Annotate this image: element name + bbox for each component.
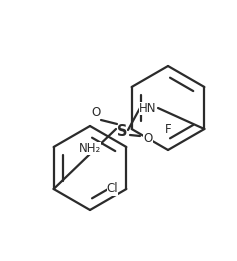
Text: HN: HN [139, 102, 157, 115]
Text: Cl: Cl [107, 182, 118, 195]
Text: O: O [91, 105, 101, 118]
Text: NH₂: NH₂ [79, 142, 101, 155]
Text: S: S [117, 124, 127, 139]
Text: O: O [143, 132, 153, 145]
Text: F: F [165, 123, 171, 136]
